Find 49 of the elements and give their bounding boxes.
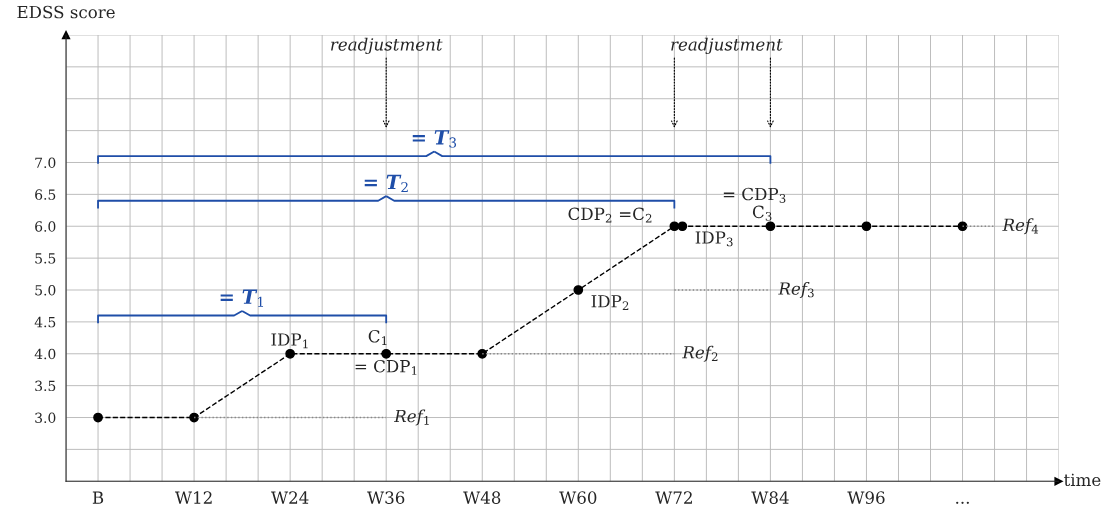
annotation: = T$_{3}$: [412, 130, 457, 148]
annotation: = T$_{2}$: [364, 174, 408, 193]
x-tick-label: W72: [655, 491, 692, 504]
y-tick-label: 3.5: [35, 380, 56, 392]
x-tick-label: W60: [559, 491, 597, 504]
point: [677, 221, 688, 232]
x-tick-label: W36: [367, 491, 405, 504]
y-tick-label: 5.5: [35, 253, 56, 264]
annotation: CDP$_{2}$ =C$_{2}$: [568, 207, 652, 223]
point: [573, 285, 584, 295]
x-tick-label: B: [92, 491, 104, 504]
point: [765, 221, 776, 232]
annotation: readjustment: [331, 37, 443, 55]
point: [957, 221, 968, 232]
x-axis-title: time: [1064, 473, 1101, 487]
annotation: = T$_{1}$: [220, 289, 264, 307]
y-tick-label: 4.5: [34, 316, 56, 328]
x-tick-label: W48: [463, 491, 501, 504]
point: [189, 412, 199, 423]
x-tick-label: W96: [847, 491, 885, 504]
y-tick-label: 7.0: [35, 157, 56, 168]
y-tick-label: 5.0: [35, 284, 56, 296]
point: [669, 221, 680, 232]
annotation: C$_{3}$: [752, 205, 772, 221]
point: [381, 348, 392, 359]
x-tick-label: W24: [271, 491, 309, 504]
y-tick-label: 3.0: [35, 412, 56, 423]
annotation: IDP$_{1}$: [271, 333, 308, 349]
series-label: Ref$_{1}$: [393, 409, 429, 426]
annotation: = CDP$_{1}$: [355, 359, 417, 375]
x-tick-label: W12: [175, 491, 212, 504]
y-tick-label: 6.0: [35, 221, 56, 232]
annotation: C$_{1}$: [368, 329, 387, 345]
y-axis-title: EDSS score: [17, 5, 115, 19]
annotation: IDP$_{3}$: [695, 231, 733, 247]
series-label: Ref$_{2}$: [682, 345, 718, 362]
series-label: Ref$_{4}$: [1002, 218, 1039, 235]
x-tick-label: ...: [956, 501, 969, 504]
point: [477, 348, 488, 359]
series-label: Ref$_{3}$: [778, 281, 814, 299]
annotation: IDP$_{2}$: [591, 295, 629, 310]
annotation: readjustment: [671, 37, 783, 55]
y-tick-label: 4.0: [34, 348, 56, 360]
point: [861, 221, 872, 232]
y-tick-label: 6.5: [35, 189, 56, 200]
x-tick-label: W84: [751, 491, 789, 504]
point: [93, 412, 103, 423]
annotation: = CDP$_{3}$: [723, 187, 786, 203]
point: [285, 348, 296, 359]
